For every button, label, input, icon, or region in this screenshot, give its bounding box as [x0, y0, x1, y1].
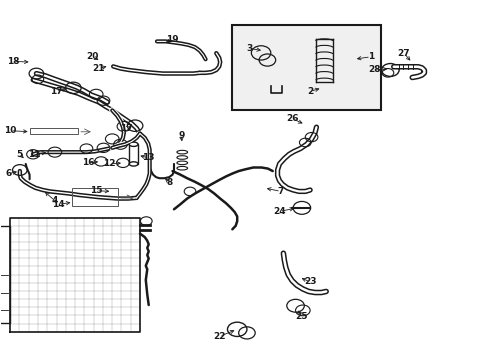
Text: 18: 18 — [7, 57, 20, 66]
Bar — [129, 144, 138, 164]
Text: 17: 17 — [49, 87, 62, 96]
Text: 1: 1 — [367, 52, 373, 61]
Text: 14: 14 — [52, 200, 65, 209]
Text: 22: 22 — [213, 332, 225, 341]
Text: 2: 2 — [306, 87, 313, 96]
Text: 17: 17 — [120, 124, 133, 133]
Bar — [30, 128, 78, 134]
Bar — [72, 188, 118, 206]
Text: 12: 12 — [103, 159, 115, 168]
Text: 3: 3 — [246, 44, 252, 53]
Bar — [232, 24, 380, 111]
Text: 20: 20 — [86, 52, 99, 61]
Text: 19: 19 — [166, 36, 179, 45]
Text: 21: 21 — [92, 64, 104, 73]
Text: 10: 10 — [4, 126, 16, 135]
Text: 27: 27 — [397, 49, 409, 58]
Text: 5: 5 — [17, 150, 23, 159]
Ellipse shape — [129, 142, 138, 147]
Text: 25: 25 — [295, 312, 307, 321]
Text: 16: 16 — [81, 158, 94, 167]
Text: 13: 13 — [142, 153, 154, 162]
Text: 8: 8 — [166, 178, 173, 187]
Text: 23: 23 — [303, 277, 316, 286]
Ellipse shape — [129, 162, 138, 166]
Text: 9: 9 — [178, 131, 184, 140]
Text: 15: 15 — [90, 186, 102, 195]
Text: 28: 28 — [368, 66, 380, 75]
Text: 24: 24 — [273, 207, 285, 216]
Text: 26: 26 — [285, 114, 298, 123]
Text: 4: 4 — [52, 196, 58, 205]
Text: 6: 6 — [5, 169, 12, 178]
Text: 11: 11 — [28, 150, 41, 159]
Text: 7: 7 — [277, 187, 284, 196]
